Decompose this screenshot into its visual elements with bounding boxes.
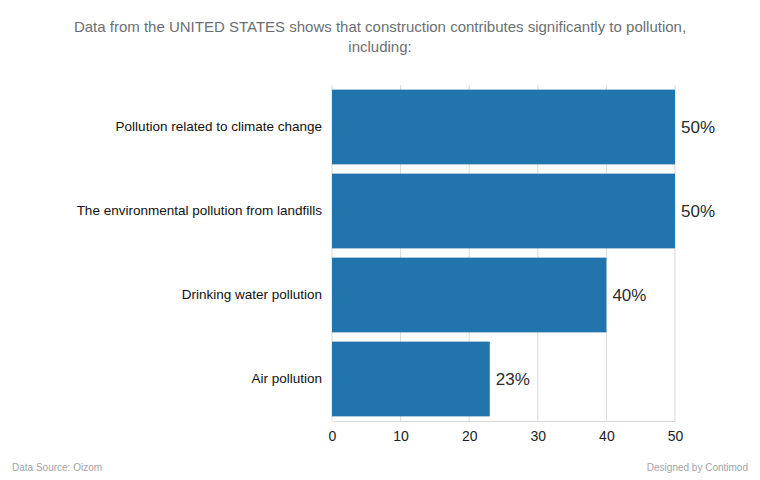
tick: 40 bbox=[599, 421, 615, 444]
axis-line bbox=[333, 421, 676, 422]
category-tick: Drinking water pollution bbox=[182, 287, 322, 302]
bars bbox=[332, 90, 675, 417]
tick-label: 10 bbox=[393, 428, 409, 444]
bar bbox=[332, 174, 675, 249]
tick: 30 bbox=[531, 421, 547, 444]
bar bbox=[332, 342, 490, 417]
chart-svg: Data from the UNITED STATES shows that c… bbox=[0, 0, 760, 480]
tick: 0 bbox=[329, 421, 337, 444]
data-label: 23% bbox=[496, 370, 530, 389]
category-label: The environmental pollution from landfil… bbox=[77, 203, 323, 218]
annotation: Designed by Contimod bbox=[647, 462, 748, 473]
tick-label: 30 bbox=[531, 428, 547, 444]
data-label: 50% bbox=[681, 202, 715, 221]
category-axis: Pollution related to climate change The e… bbox=[77, 119, 323, 386]
category-label: Drinking water pollution bbox=[182, 287, 322, 302]
category-label: Pollution related to climate change bbox=[116, 119, 322, 134]
tick-label: 40 bbox=[599, 428, 615, 444]
bar bbox=[332, 90, 675, 165]
data-label: 50% bbox=[681, 118, 715, 137]
category-tick: Air pollution bbox=[251, 371, 322, 386]
tick-label: 50 bbox=[668, 428, 684, 444]
plot-area: 0 10 20 30 40 50 Pollution related to climate … bbox=[77, 85, 715, 444]
data-labels: 50% 50% 40% 23% bbox=[496, 118, 715, 389]
tick: 10 bbox=[393, 421, 409, 444]
data-label: 40% bbox=[612, 286, 646, 305]
tick: 20 bbox=[462, 421, 478, 444]
annotation: Data Source: Oizom bbox=[12, 462, 102, 473]
tick: 50 bbox=[668, 421, 684, 444]
category-tick: Pollution related to climate change bbox=[116, 119, 322, 134]
tick-label: 0 bbox=[329, 428, 337, 444]
category-tick: The environmental pollution from landfil… bbox=[77, 203, 323, 218]
value-axis: 0 10 20 30 40 50 bbox=[329, 421, 684, 444]
tick-label: 20 bbox=[462, 428, 478, 444]
category-label: Air pollution bbox=[251, 371, 322, 386]
bar bbox=[332, 258, 606, 333]
chart-title-line: including: bbox=[348, 38, 411, 55]
chart-title: Data from the UNITED STATES shows that c… bbox=[74, 18, 686, 55]
chart-title-line: Data from the UNITED STATES shows that c… bbox=[74, 18, 686, 35]
grid bbox=[332, 85, 675, 421]
